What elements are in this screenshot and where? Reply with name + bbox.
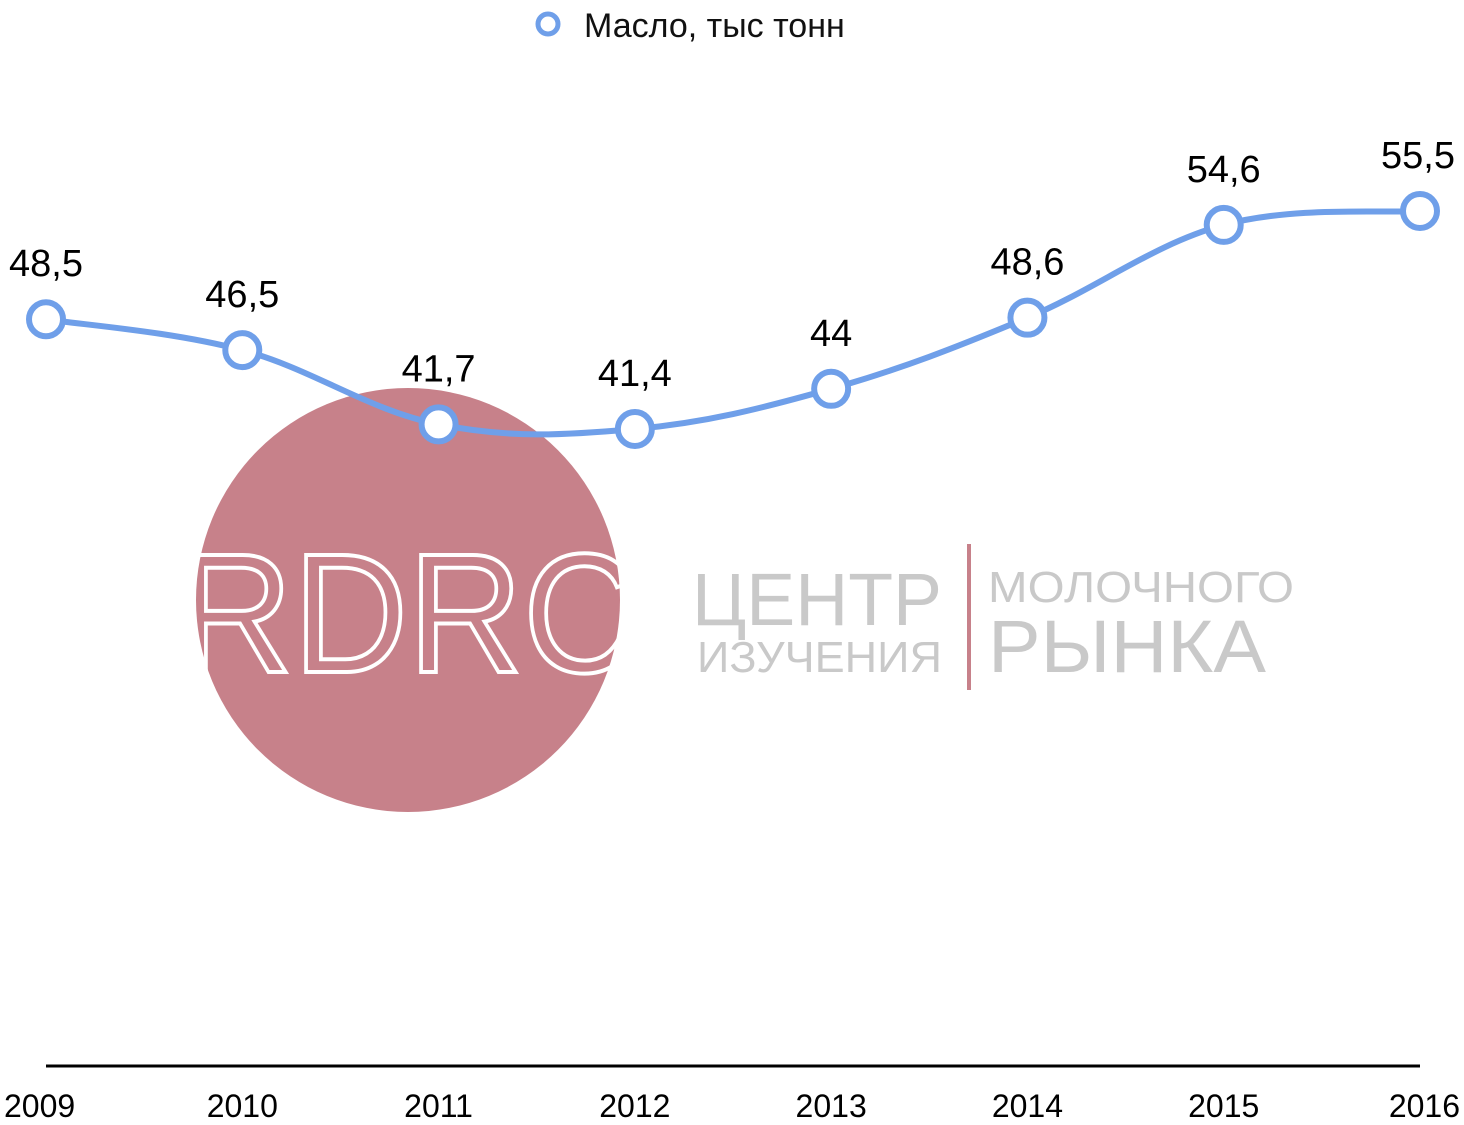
data-label-2014: 48,6 xyxy=(990,242,1064,284)
watermark-line1-right: МОЛОЧНОГО xyxy=(988,563,1294,612)
x-tick-label-2011: 2011 xyxy=(404,1088,473,1124)
data-labels: 48,5 46,5 41,7 41,4 44 48,6 54,6 55,5 xyxy=(9,135,1455,395)
legend: Масло, тыс тонн xyxy=(535,7,845,45)
x-tick-label-2016: 2016 xyxy=(1389,1088,1460,1124)
data-point-2011 xyxy=(418,404,459,445)
x-axis-ticks: 2009 2010 2011 2012 2013 2014 2015 2016 xyxy=(4,1088,1460,1124)
data-point-2016 xyxy=(1400,191,1440,231)
data-label-2015: 54,6 xyxy=(1187,149,1261,191)
watermark-logo-text: RDRC xyxy=(178,519,638,709)
data-point-2010 xyxy=(222,330,263,371)
watermark-divider xyxy=(967,544,971,690)
x-tick-label-2010: 2010 xyxy=(207,1088,278,1124)
watermark-line1-left: ЦЕНТР xyxy=(692,558,942,641)
data-point-2014 xyxy=(1007,297,1048,338)
data-label-2009: 48,5 xyxy=(9,243,83,285)
data-point-2012 xyxy=(614,409,655,449)
data-point-2009 xyxy=(26,299,66,340)
data-label-2011: 41,7 xyxy=(402,348,476,390)
data-label-2016: 55,5 xyxy=(1381,135,1455,177)
series-points xyxy=(26,191,1440,449)
watermark-line2-left: ИЗУЧЕНИЯ xyxy=(697,633,942,682)
data-point-2013 xyxy=(811,368,852,409)
legend-label: Масло, тыс тонн xyxy=(584,7,845,45)
x-tick-label-2013: 2013 xyxy=(796,1088,867,1124)
data-point-2015 xyxy=(1203,204,1244,245)
x-tick-label-2014: 2014 xyxy=(992,1088,1063,1124)
x-tick-label-2009: 2009 xyxy=(4,1088,75,1124)
x-tick-label-2012: 2012 xyxy=(599,1088,670,1124)
watermark-line2-right: РЫНКА xyxy=(988,605,1267,688)
series-line xyxy=(43,208,1423,438)
watermark: RDRC ЦЕНТР ИЗУЧЕНИЯ МОЛОЧНОГО РЫНКА xyxy=(176,388,1294,812)
data-label-2013: 44 xyxy=(810,313,852,355)
data-label-2010: 46,5 xyxy=(205,274,279,316)
watermark-logo-circle xyxy=(196,388,620,812)
x-tick-label-2015: 2015 xyxy=(1188,1088,1259,1124)
legend-marker-icon xyxy=(535,11,561,37)
data-label-2012: 41,4 xyxy=(598,353,672,395)
